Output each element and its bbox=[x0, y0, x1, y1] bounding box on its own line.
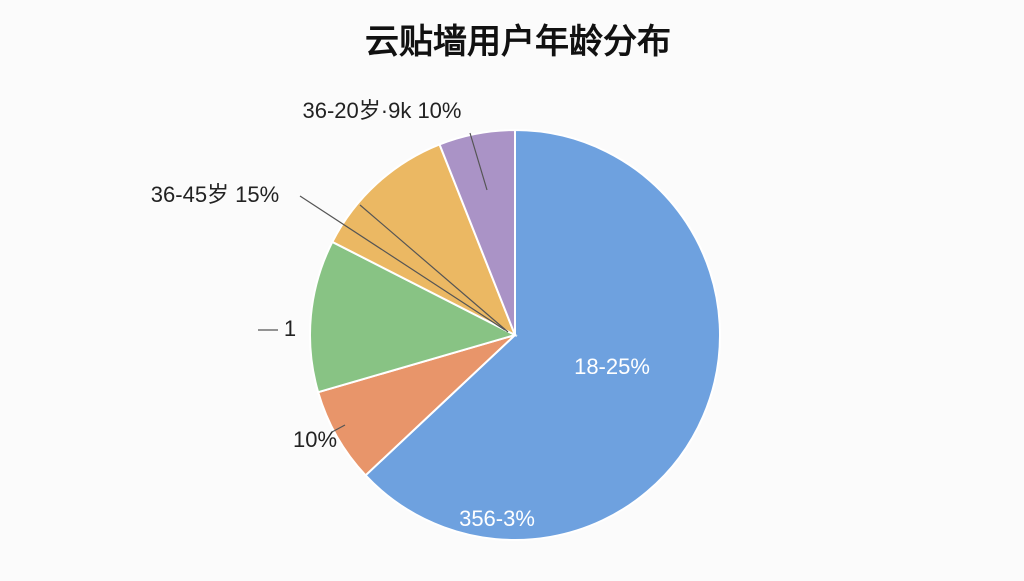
pie-slice bbox=[330, 143, 517, 338]
chart-title: 云贴墙用户年龄分布 bbox=[365, 23, 671, 61]
pie-slice bbox=[309, 240, 518, 394]
slice-label: 1 bbox=[284, 316, 296, 341]
slice-label: 36-20岁·9k 10% bbox=[303, 98, 462, 123]
leader-line bbox=[469, 132, 488, 191]
slice-label: 10% bbox=[293, 427, 337, 452]
pie-slice bbox=[364, 128, 721, 541]
slice-label: 36-45岁 15% bbox=[151, 182, 279, 207]
pie-slice bbox=[316, 334, 516, 477]
leader-line bbox=[331, 424, 346, 433]
leader-line bbox=[299, 195, 506, 331]
leader-line bbox=[359, 204, 509, 333]
slice-label: 18-25% bbox=[574, 354, 650, 379]
annotation: 356-3% bbox=[459, 506, 535, 531]
pie-slice bbox=[438, 128, 516, 336]
